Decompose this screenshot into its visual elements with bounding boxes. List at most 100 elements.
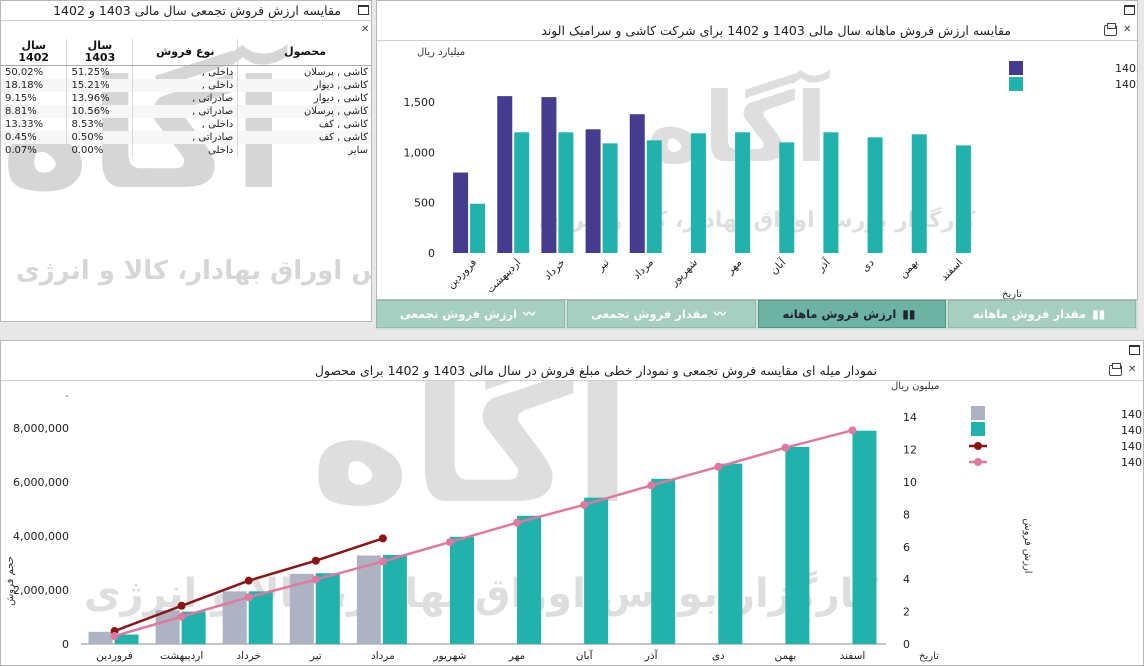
- y-right-tick-label: 2: [903, 606, 910, 619]
- table-row[interactable]: کاشی , دیوار صادراتی , 13.96% 9.15%: [1, 92, 371, 105]
- cell-y1402: 9.15%: [1, 92, 68, 105]
- maximize-icon[interactable]: [1129, 345, 1140, 355]
- x-tick-label: دی: [859, 256, 877, 274]
- sales-share-table: محصول نوع فروش سال 1403 سال 1402 کاشی , …: [1, 39, 371, 157]
- col-product[interactable]: محصول: [237, 39, 371, 66]
- table-row[interactable]: سایر داخلی 0.00% 0.07%: [1, 144, 371, 157]
- table-row[interactable]: کاشی , کف داخلی , 8.53% 13.33%: [1, 118, 371, 131]
- x-tick-label: تیر: [309, 650, 322, 662]
- line-chart-icon: 〰: [713, 307, 726, 321]
- bar-1402: [955, 145, 971, 253]
- close-icon[interactable]: ✕: [361, 24, 370, 35]
- y-left-tick-label: 6,000,000: [13, 476, 69, 489]
- bar-volume-1403: [356, 555, 381, 644]
- x-tick-label: مرداد: [371, 650, 395, 662]
- cumulative-chart-panel: نمودار میله ای مقایسه فروش تجمعی و نمودا…: [0, 340, 1144, 666]
- table-row[interactable]: کاشی , کف صادراتی , 0.50% 0.45%: [1, 131, 371, 144]
- cell-y1403: 0.50%: [66, 131, 134, 144]
- bar-1402: [558, 132, 574, 253]
- cell-sale-type: داخلی ,: [132, 65, 239, 79]
- chart-tabs: ▮▮مقدار فروش ماهانه ▮▮ارزش فروش ماهانه 〰…: [376, 300, 1138, 330]
- bar-1402: [911, 134, 927, 253]
- cell-sale-type: صادراتی ,: [132, 105, 239, 118]
- table-row[interactable]: کاشی , پرسلان صادراتی , 10.56% 8.81%: [1, 105, 371, 118]
- line-value-1403-point: [311, 556, 320, 565]
- bar-1403: [629, 114, 645, 253]
- tab-cumulative-value[interactable]: 〰ارزش فروش تجمعی: [376, 300, 565, 328]
- bar-1402: [470, 203, 486, 253]
- table-row[interactable]: کاشی , پرسلان داخلی , 51.25% 50.02%: [1, 65, 371, 79]
- x-tick-label: خرداد: [542, 257, 568, 283]
- watermark-logo: آگاه: [310, 381, 635, 542]
- x-tick-label: آبان: [767, 255, 789, 277]
- bar-volume-1402: [449, 536, 474, 644]
- cell-product: سایر: [237, 144, 371, 157]
- legend-swatch: [1009, 61, 1023, 75]
- y-tick-label: 1,500: [404, 96, 436, 109]
- legend-swatch: [971, 422, 985, 436]
- bar-1402: [823, 132, 839, 253]
- cell-product: کاشی , کف: [237, 118, 371, 131]
- table-row[interactable]: کاشی , دیوار داخلی , 15.21% 18.18%: [1, 79, 371, 92]
- bar-volume-1402: [584, 497, 609, 644]
- bar-1403: [541, 97, 557, 253]
- cell-y1402: 0.45%: [1, 131, 68, 144]
- x-tick-label: آبان: [576, 649, 594, 662]
- print-icon[interactable]: [1109, 363, 1122, 376]
- y-tick-label: 1,000: [404, 146, 436, 159]
- maximize-icon[interactable]: [1124, 5, 1135, 15]
- monthly-chart-panel: مقایسه ارزش فروش ماهانه سال مالی 1403 و …: [376, 0, 1138, 300]
- cell-sale-type: داخلی ,: [132, 79, 239, 92]
- table-panel: مقایسه ارزش فروش تجمعی سال مالی 1403 و 1…: [0, 0, 372, 322]
- cell-y1403: 8.53%: [66, 118, 134, 131]
- cell-y1403: 10.56%: [66, 105, 134, 118]
- x-tick-label: دی: [712, 650, 725, 662]
- legend-swatch-marker: [974, 458, 982, 466]
- y-left-dash: -: [65, 391, 69, 402]
- tab-cumulative-quantity[interactable]: 〰مقدار فروش تجمعی: [567, 300, 756, 328]
- line-value-1402-point: [445, 538, 454, 547]
- bar-volume-1402: [114, 634, 139, 644]
- line-value-1402-point: [848, 426, 857, 435]
- cell-product: کاشی , پرسلان: [237, 65, 371, 79]
- x-tick-label: فروردین: [445, 257, 479, 291]
- bar-chart-icon: ▮▮: [1092, 307, 1106, 321]
- bar-volume-1402: [248, 591, 273, 644]
- legend-swatch: [971, 406, 985, 420]
- x-tick-label: اسفند: [840, 650, 866, 662]
- tab-monthly-value[interactable]: ▮▮ارزش فروش ماهانه: [758, 300, 946, 328]
- y-left-tick-label: 2,000,000: [13, 584, 69, 597]
- col-sale-type[interactable]: نوع فروش: [132, 39, 239, 66]
- bar-volume-1402: [718, 463, 743, 644]
- bar-volume-1402: [852, 430, 877, 644]
- col-1403[interactable]: سال 1403: [66, 39, 134, 66]
- print-icon[interactable]: [1104, 23, 1117, 36]
- x-tick-label: تیر: [594, 257, 612, 275]
- bar-1402: [514, 132, 530, 253]
- tab-monthly-quantity[interactable]: ▮▮مقدار فروش ماهانه: [948, 300, 1136, 328]
- line-value-1402-point: [714, 462, 723, 471]
- x-tick-label: مهر: [508, 650, 525, 662]
- cell-product: کاشی , پرسلان: [237, 105, 371, 118]
- x-tick-label: فروردین: [96, 650, 133, 662]
- y-axis-unit: میلیارد ریال: [417, 47, 465, 58]
- close-icon[interactable]: ✕: [1128, 364, 1137, 375]
- bar-1402: [735, 132, 751, 253]
- close-icon[interactable]: ✕: [1123, 24, 1132, 35]
- cell-product: کاشی , دیوار: [237, 79, 371, 92]
- legend-label: حجم فروش تجمعی 1402: [1121, 424, 1143, 437]
- line-value-1402-point: [513, 518, 522, 527]
- x-tick-label: خرداد: [236, 650, 261, 662]
- line-chart-icon: 〰: [523, 307, 536, 321]
- maximize-icon[interactable]: [358, 5, 369, 15]
- x-tick-label: بهمن: [774, 650, 796, 662]
- cell-y1402: 0.07%: [1, 144, 68, 157]
- col-1402[interactable]: سال 1402: [1, 39, 68, 66]
- cell-y1402: 18.18%: [1, 79, 68, 92]
- cell-y1403: 51.25%: [66, 65, 134, 79]
- monthly-chart-title: مقایسه ارزش فروش ماهانه سال مالی 1403 و …: [377, 21, 1137, 41]
- y-right-tick-label: 6: [903, 541, 910, 554]
- x-tick-label: آذر: [644, 649, 659, 662]
- y-left-axis-label: حجم فروش: [5, 556, 16, 606]
- x-tick-label: مرداد: [631, 257, 656, 282]
